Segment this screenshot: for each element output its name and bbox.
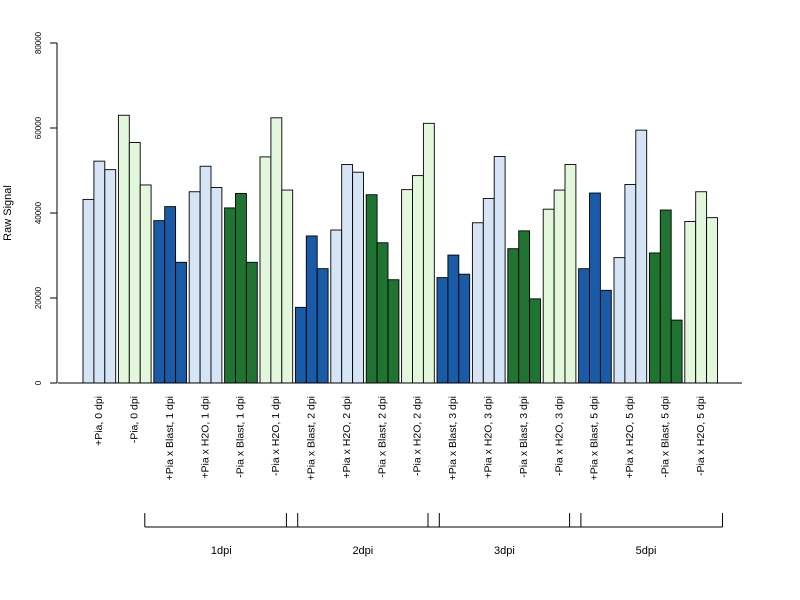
bar [613,257,626,384]
bar [305,235,318,384]
y-tick-label: 0 [34,380,43,385]
bar [599,289,612,384]
bracket-label: 3dpi [494,545,515,557]
bar [422,122,435,384]
bar [648,252,661,384]
day-brackets: 1dpi 2dpi 3dpi 5dpi [144,513,723,557]
x-tick-label: -Pia x H2O, 2 dpi [412,396,424,476]
x-tick-label: -Pia x Blast, 1 dpi [235,396,247,478]
bar [578,268,590,384]
bar [458,273,471,384]
bar [316,268,329,384]
x-tick-label: +Pia x Blast, 1 dpi [164,396,176,480]
x-tick-label: +Pia x H2O, 2 dpi [341,396,353,479]
bar [553,189,566,384]
bar [259,156,272,384]
bar [235,192,247,384]
bar [436,277,449,384]
bar [224,207,236,384]
bar [139,184,152,384]
bar [624,184,637,384]
bars [82,114,718,384]
bar [210,187,223,384]
y-axis-label: Raw Signal [2,185,14,241]
bar [493,156,506,384]
bar [401,189,413,384]
bar [281,189,294,384]
bar [104,169,117,384]
bar [199,165,212,384]
x-tick-label: +Pia x Blast, 5 dpi [589,396,601,480]
x-tick-label: -Pia x Blast, 5 dpi [660,396,672,478]
y-axis: 0 20000 40000 60000 80000 [34,31,58,385]
bar [376,242,389,384]
x-tick-label: -Pia x Blast, 3 dpi [518,396,530,478]
x-tick-label: -Pia x H2O, 5 dpi [695,396,707,476]
bar [341,164,354,384]
bracket-label: 2dpi [352,545,373,557]
y-tick-label: 40000 [34,201,43,224]
bar [635,129,648,384]
x-tick-labels: +Pia, 0 dpi -Pia, 0 dpi +Pia x Blast, 1 dp… [93,396,707,480]
bar [117,114,130,384]
bracket-label: 5dpi [636,545,657,557]
bar [352,171,364,384]
bar [294,306,307,384]
y-tick-label: 20000 [34,286,43,309]
bar [270,117,283,384]
bar [518,230,531,384]
bar [529,298,541,384]
y-tick-label: 80000 [34,31,43,54]
x-tick-label: +Pia x H2O, 1 dpi [199,396,211,479]
bar [93,160,106,384]
x-tick-label: +Pia, 0 dpi [93,396,105,446]
bracket-label: 1dpi [211,545,232,557]
x-tick-label: +Pia x Blast, 3 dpi [447,396,459,480]
bar [128,141,141,384]
x-tick-label: +Pia x Blast, 2 dpi [306,396,318,480]
bar [365,194,378,384]
bar [684,221,697,384]
x-tick-label: +Pia x H2O, 3 dpi [483,396,495,479]
x-tick-label: -Pia x H2O, 3 dpi [553,396,565,476]
bar [659,209,672,384]
bar [564,164,577,384]
x-tick-label: -Pia x H2O, 1 dpi [270,396,282,476]
bar [82,198,95,384]
bar [164,206,177,384]
bar [695,191,708,384]
bar [387,279,400,384]
bar [482,198,495,384]
bar [589,192,601,384]
bar [706,217,718,384]
bar [245,261,258,384]
bar [471,222,484,384]
x-tick-label: -Pia, 0 dpi [129,396,141,443]
bar [507,248,520,384]
bar [412,175,424,384]
y-tick-label: 60000 [34,116,43,139]
x-tick-label: -Pia x Blast, 2 dpi [376,396,388,478]
bar [175,261,187,384]
bar [188,191,201,384]
bar [153,220,166,384]
bar [670,319,683,384]
bar [447,254,460,384]
x-tick-label: +Pia x H2O, 5 dpi [624,396,636,479]
bar [330,229,343,384]
bar [542,208,555,384]
